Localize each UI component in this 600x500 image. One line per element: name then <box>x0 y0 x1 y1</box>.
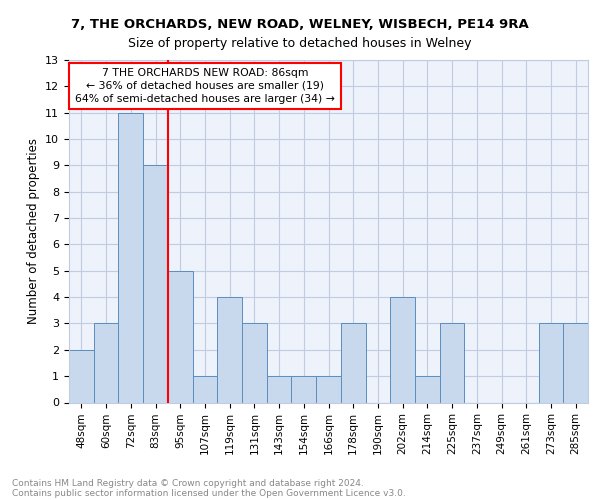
Y-axis label: Number of detached properties: Number of detached properties <box>26 138 40 324</box>
Bar <box>193 376 217 402</box>
Text: 7, THE ORCHARDS, NEW ROAD, WELNEY, WISBECH, PE14 9RA: 7, THE ORCHARDS, NEW ROAD, WELNEY, WISBE… <box>71 18 529 30</box>
Bar <box>94 324 118 402</box>
Text: Size of property relative to detached houses in Welney: Size of property relative to detached ho… <box>128 38 472 51</box>
Text: Contains public sector information licensed under the Open Government Licence v3: Contains public sector information licen… <box>12 488 406 498</box>
Bar <box>143 166 168 402</box>
Bar <box>267 376 292 402</box>
Bar <box>217 297 242 403</box>
Text: Contains HM Land Registry data © Crown copyright and database right 2024.: Contains HM Land Registry data © Crown c… <box>12 478 364 488</box>
Bar <box>316 376 341 402</box>
Bar <box>118 112 143 403</box>
Bar <box>440 324 464 402</box>
Bar <box>292 376 316 402</box>
Text: 7 THE ORCHARDS NEW ROAD: 86sqm
← 36% of detached houses are smaller (19)
64% of : 7 THE ORCHARDS NEW ROAD: 86sqm ← 36% of … <box>75 68 335 104</box>
Bar <box>69 350 94 403</box>
FancyBboxPatch shape <box>69 62 341 108</box>
Bar <box>539 324 563 402</box>
Bar <box>563 324 588 402</box>
Bar <box>168 271 193 402</box>
Bar <box>242 324 267 402</box>
Bar <box>341 324 365 402</box>
Bar <box>415 376 440 402</box>
Bar <box>390 297 415 403</box>
